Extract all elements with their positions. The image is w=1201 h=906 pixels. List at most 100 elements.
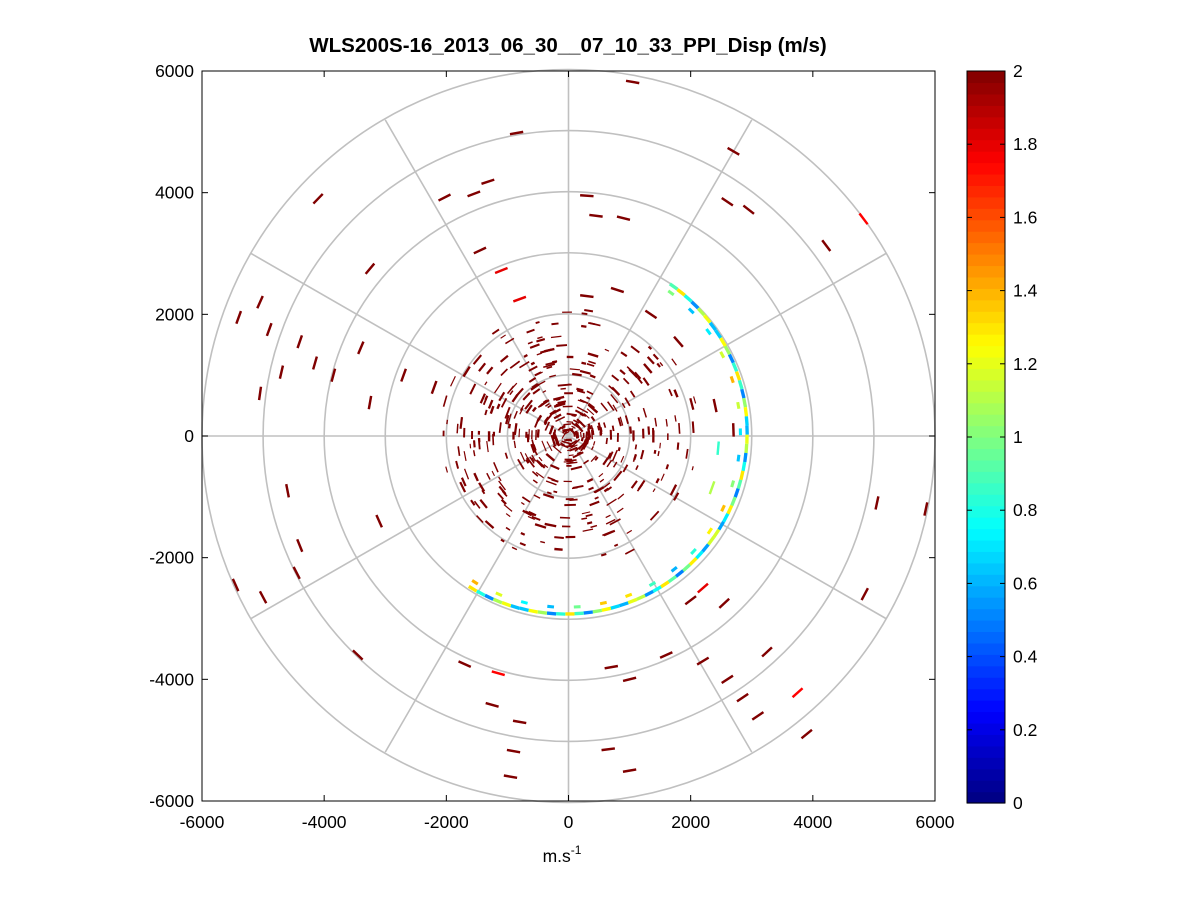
core-cell bbox=[573, 432, 576, 437]
core-cell bbox=[529, 456, 535, 464]
core-cell bbox=[504, 406, 511, 419]
core-cell bbox=[540, 540, 546, 544]
x-tick-label: -2000 bbox=[424, 812, 469, 832]
core-cell bbox=[455, 460, 460, 469]
arc-cell bbox=[484, 593, 494, 601]
core-cell bbox=[621, 402, 626, 409]
colorbar-band bbox=[967, 734, 1005, 747]
core-cell bbox=[576, 389, 586, 394]
arc-cell bbox=[745, 425, 749, 435]
core-cell bbox=[590, 524, 598, 529]
arc-cell bbox=[730, 496, 737, 507]
core-cell bbox=[543, 363, 556, 369]
core-cell bbox=[445, 466, 449, 473]
arc-cell bbox=[537, 610, 548, 615]
core-cell bbox=[607, 401, 615, 411]
core-cell bbox=[509, 360, 521, 369]
colorbar-band bbox=[967, 334, 1005, 347]
core-cell bbox=[534, 523, 547, 529]
data-cell bbox=[791, 687, 804, 699]
core-cell bbox=[653, 449, 657, 454]
core-cell bbox=[584, 437, 589, 444]
core-cell bbox=[522, 509, 533, 517]
core-cell bbox=[515, 387, 524, 397]
core-cell bbox=[530, 443, 536, 454]
arc-cell bbox=[592, 608, 603, 614]
core-cell bbox=[652, 430, 655, 443]
data-cell bbox=[235, 310, 243, 325]
core-cell bbox=[630, 480, 638, 489]
core-cell bbox=[587, 425, 592, 438]
core-cell bbox=[530, 361, 536, 366]
core-cell bbox=[579, 369, 591, 375]
core-cell bbox=[652, 353, 659, 361]
core-cell bbox=[594, 456, 599, 461]
core-cell bbox=[612, 461, 618, 468]
arc-cell bbox=[510, 604, 521, 610]
chart-title: WLS200S-16_2013_06_30__07_10_33_PPI_Disp… bbox=[309, 34, 826, 57]
core-cell bbox=[462, 366, 471, 378]
core-cell bbox=[469, 443, 472, 449]
core-cell bbox=[553, 434, 561, 447]
arc-cell bbox=[740, 388, 746, 399]
data-cell bbox=[622, 768, 637, 773]
arc-cell bbox=[701, 543, 710, 553]
core-cell bbox=[481, 489, 486, 495]
core-cell bbox=[582, 432, 585, 438]
core-cell bbox=[617, 417, 622, 427]
core-cell bbox=[581, 312, 588, 315]
core-cell bbox=[649, 510, 660, 521]
core-cell bbox=[531, 430, 533, 440]
core-cell bbox=[545, 452, 556, 462]
colorbar-band bbox=[967, 208, 1005, 221]
data-cell bbox=[352, 649, 364, 661]
core-cell bbox=[566, 355, 574, 359]
arc-cell bbox=[667, 289, 675, 297]
colorbar-band bbox=[967, 265, 1005, 278]
core-cell bbox=[505, 526, 511, 531]
core-cell bbox=[566, 461, 578, 465]
arc-cell bbox=[574, 611, 584, 616]
arc-cell bbox=[501, 601, 512, 608]
arc-cell bbox=[670, 566, 678, 573]
core-cell bbox=[620, 455, 625, 463]
x-axis-label-superscript: -1 bbox=[571, 843, 582, 857]
core-cell bbox=[549, 464, 560, 471]
colorbar-band bbox=[967, 505, 1005, 518]
core-cell bbox=[542, 399, 548, 404]
data-cell bbox=[673, 335, 684, 348]
core-cell bbox=[533, 444, 537, 451]
colorbar-band bbox=[967, 757, 1005, 770]
arc-cell bbox=[471, 579, 479, 586]
core-cell bbox=[626, 529, 633, 535]
core-cell bbox=[572, 451, 584, 459]
arc-cell bbox=[712, 528, 721, 539]
colorbar-band bbox=[967, 654, 1005, 667]
arc-cell bbox=[690, 547, 697, 555]
arc-cell bbox=[696, 307, 706, 317]
core-cell bbox=[556, 344, 568, 347]
arc-cell bbox=[703, 314, 712, 324]
arc-cell bbox=[739, 470, 745, 481]
core-cell bbox=[543, 416, 550, 423]
core-cell bbox=[610, 393, 619, 404]
core-cell bbox=[545, 402, 550, 407]
core-cell bbox=[554, 536, 564, 539]
colorbar-band bbox=[967, 791, 1005, 804]
colorbar-band bbox=[967, 356, 1005, 369]
colorbar-band bbox=[967, 551, 1005, 564]
core-cell bbox=[647, 426, 651, 435]
data-cell bbox=[285, 483, 290, 498]
core-cell bbox=[472, 440, 476, 448]
core-cell bbox=[576, 387, 584, 392]
core-cell bbox=[582, 440, 589, 450]
core-cell bbox=[571, 425, 576, 429]
core-cell bbox=[676, 442, 680, 450]
core-cell bbox=[478, 362, 487, 372]
core-cell bbox=[486, 472, 491, 480]
core-cell bbox=[585, 513, 593, 518]
colorbar-band bbox=[967, 482, 1005, 495]
arc-cell bbox=[627, 597, 638, 605]
core-cell bbox=[507, 423, 512, 429]
arc-cell bbox=[687, 307, 695, 315]
